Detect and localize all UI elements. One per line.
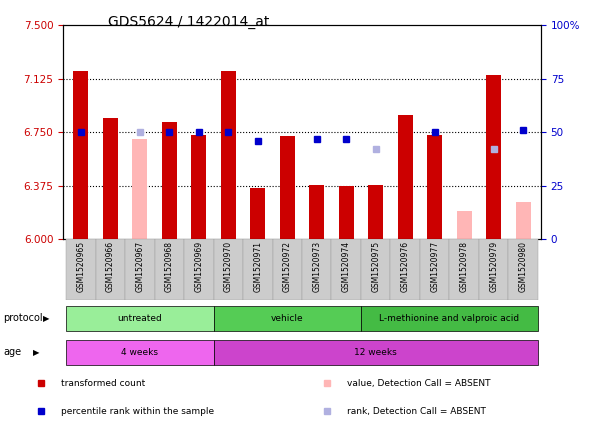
Bar <box>457 211 472 239</box>
Bar <box>213 306 361 331</box>
Bar <box>391 239 420 300</box>
Text: GDS5624 / 1422014_at: GDS5624 / 1422014_at <box>108 15 270 29</box>
Text: GSM1520977: GSM1520977 <box>430 241 439 292</box>
Bar <box>398 115 413 239</box>
Text: GSM1520967: GSM1520967 <box>135 241 144 292</box>
Bar <box>66 306 213 331</box>
Bar <box>339 186 353 239</box>
Text: GSM1520975: GSM1520975 <box>371 241 380 292</box>
Text: protocol: protocol <box>3 313 43 323</box>
Text: GSM1520966: GSM1520966 <box>106 241 115 292</box>
Text: GSM1520972: GSM1520972 <box>282 241 291 292</box>
Text: GSM1520965: GSM1520965 <box>76 241 85 292</box>
Bar <box>96 239 125 300</box>
Bar <box>251 188 265 239</box>
Bar <box>103 118 118 239</box>
Bar <box>361 306 538 331</box>
Bar <box>221 71 236 239</box>
Text: GSM1520976: GSM1520976 <box>401 241 410 292</box>
Bar <box>516 202 531 239</box>
Text: value, Detection Call = ABSENT: value, Detection Call = ABSENT <box>347 379 490 388</box>
Bar <box>66 340 213 365</box>
Text: 4 weeks: 4 weeks <box>121 348 158 357</box>
Bar <box>213 340 538 365</box>
Bar <box>213 239 243 300</box>
Bar <box>486 75 501 239</box>
Text: GSM1520971: GSM1520971 <box>253 241 262 292</box>
Text: age: age <box>3 347 21 357</box>
Text: GSM1520969: GSM1520969 <box>194 241 203 292</box>
Bar <box>450 239 479 300</box>
Text: GSM1520978: GSM1520978 <box>460 241 469 292</box>
Text: untreated: untreated <box>117 314 162 323</box>
Text: ▶: ▶ <box>43 314 50 323</box>
Text: GSM1520974: GSM1520974 <box>342 241 351 292</box>
Bar <box>125 239 154 300</box>
Bar <box>280 137 294 239</box>
Text: percentile rank within the sample: percentile rank within the sample <box>61 407 215 416</box>
Bar <box>368 185 383 239</box>
Bar <box>479 239 508 300</box>
Bar <box>243 239 272 300</box>
Bar <box>508 239 538 300</box>
Bar <box>66 239 96 300</box>
Bar <box>184 239 213 300</box>
Text: vehicle: vehicle <box>271 314 304 323</box>
Bar <box>73 71 88 239</box>
Text: rank, Detection Call = ABSENT: rank, Detection Call = ABSENT <box>347 407 486 416</box>
Bar <box>132 139 147 239</box>
Bar <box>420 239 450 300</box>
Text: GSM1520968: GSM1520968 <box>165 241 174 292</box>
Bar <box>361 239 391 300</box>
Text: L-methionine and valproic acid: L-methionine and valproic acid <box>379 314 519 323</box>
Text: GSM1520970: GSM1520970 <box>224 241 233 292</box>
Bar <box>191 135 206 239</box>
Text: ▶: ▶ <box>33 348 40 357</box>
Bar <box>310 185 324 239</box>
Text: GSM1520973: GSM1520973 <box>313 241 322 292</box>
Bar <box>272 239 302 300</box>
Text: GSM1520979: GSM1520979 <box>489 241 498 292</box>
Text: 12 weeks: 12 weeks <box>355 348 397 357</box>
Text: transformed count: transformed count <box>61 379 145 388</box>
Text: GSM1520980: GSM1520980 <box>519 241 528 292</box>
Bar <box>154 239 184 300</box>
Bar <box>427 135 442 239</box>
Bar <box>332 239 361 300</box>
Bar <box>302 239 332 300</box>
Bar <box>162 122 177 239</box>
